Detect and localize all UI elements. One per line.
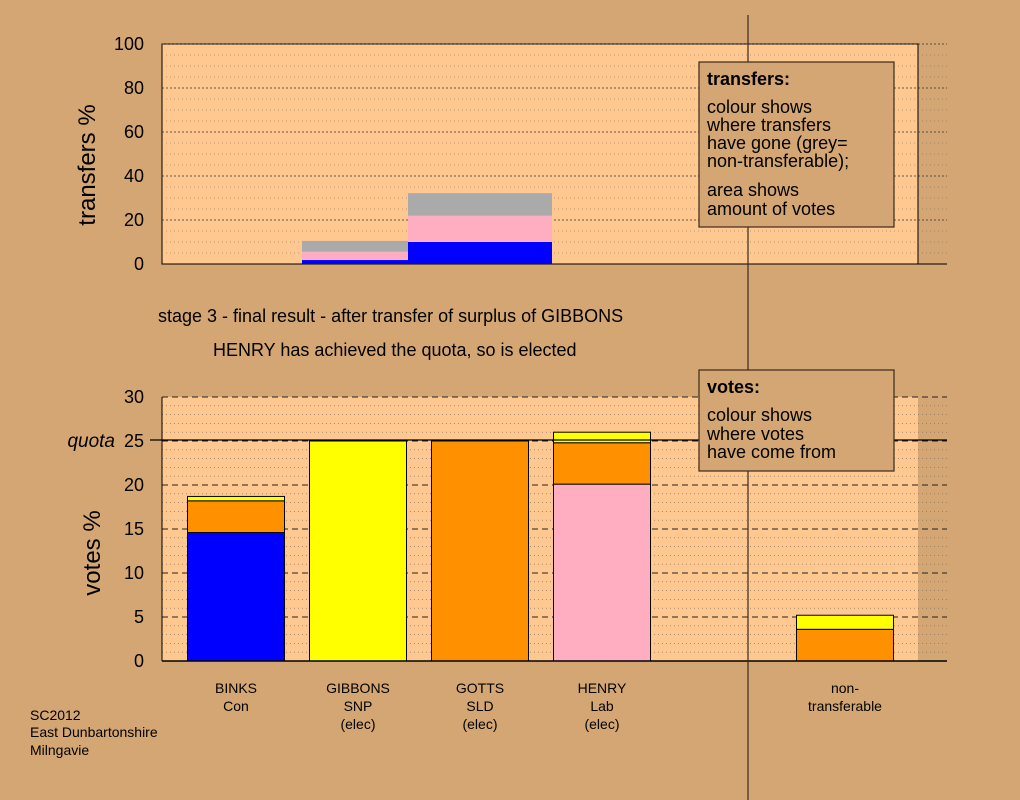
transfers-gridlines (162, 43, 947, 265)
vote-segment-SNP (187, 495, 285, 502)
vote-segment-SNP (796, 614, 894, 630)
transfer-segment-Lab (408, 215, 552, 242)
y-tick-label: 30 (124, 387, 144, 407)
votes-bars (187, 431, 894, 662)
quota-label: quota (67, 431, 115, 452)
y-tick-label: 60 (124, 122, 144, 142)
vote-segment-Con (187, 532, 285, 662)
transfers-legend-line: have gone (grey= (707, 133, 848, 153)
candidate-label: BINKS (215, 680, 257, 696)
candidate-label: (elec) (462, 716, 497, 732)
y-tick-label: 20 (124, 475, 144, 495)
transfers-legend-line: area shows (707, 180, 799, 200)
candidate-label: SNP (344, 698, 373, 714)
candidate-label: transferable (808, 698, 882, 714)
y-tick-label: 80 (124, 78, 144, 98)
vote-segment-SLD (187, 500, 285, 534)
transfer-segment-Con (408, 242, 552, 264)
footer-council: East Dunbartonshire (30, 724, 158, 740)
footer-year: SC2012 (30, 707, 81, 723)
candidate-label: non- (831, 680, 859, 696)
transfers-bars (302, 193, 552, 264)
y-tick-label: 15 (124, 519, 144, 539)
votes-legend-box (698, 369, 895, 472)
candidate-label: (elec) (584, 716, 619, 732)
candidate-label: Lab (590, 698, 614, 714)
transfer-segment-Con (302, 260, 408, 264)
transfers-legend-box (698, 61, 895, 228)
vote-segment-Lab (553, 483, 651, 662)
candidate-label: (elec) (340, 716, 375, 732)
candidate-label: HENRY (578, 680, 627, 696)
votes-legend: votes: colour shows where votes have com… (698, 369, 895, 472)
transfers-y-ticks: 0 20 40 60 80 100 (114, 34, 144, 274)
candidate-labels: BINKS Con GIBBONS SNP (elec) GOTTS SLD (elec) HE… (215, 680, 882, 732)
votes-legend-line: have come from (707, 442, 836, 462)
y-tick-label: 0 (134, 254, 144, 274)
stage-description: stage 3 - final result - after transfer … (158, 306, 623, 326)
vote-segment-SNP (553, 431, 651, 444)
vote-segment-SNP (309, 440, 407, 662)
y-tick-label: 5 (134, 607, 144, 627)
candidate-label: GOTTS (456, 680, 504, 696)
transfers-y-label: transfers % (74, 104, 101, 225)
y-tick-label: 0 (134, 651, 144, 671)
y-tick-label: 100 (114, 34, 144, 54)
y-tick-label: 25 (124, 431, 144, 451)
vote-segment-SLD (553, 442, 651, 485)
y-tick-label: 40 (124, 166, 144, 186)
transfers-legend-line: colour shows (707, 97, 812, 117)
y-tick-label: 20 (124, 210, 144, 230)
footer-ward: Milngavie (30, 742, 89, 758)
transfers-legend-line: amount of votes (707, 199, 835, 219)
y-tick-label: 10 (124, 563, 144, 583)
votes-legend-line: colour shows (707, 405, 812, 425)
transfers-legend-title: transfers: (707, 69, 790, 89)
transfer-segment-Lab (302, 251, 408, 261)
transfers-legend-line: non-transferable); (707, 151, 849, 171)
transfer-segment-nontransferable (408, 193, 552, 216)
votes-y-ticks: 0 5 10 15 20 25 30 (124, 387, 144, 671)
transfers-legend: transfers: colour shows where transfers … (698, 61, 895, 228)
vote-segment-SLD (431, 440, 529, 662)
votes-legend-title: votes: (707, 377, 760, 397)
candidate-label: GIBBONS (326, 680, 390, 696)
elected-message: HENRY has achieved the quota, so is elec… (213, 340, 577, 360)
candidate-label: SLD (466, 698, 493, 714)
transfers-legend-line: where transfers (706, 115, 831, 135)
candidate-label: Con (223, 698, 249, 714)
votes-y-label: votes % (79, 510, 106, 595)
vote-segment-SLD (796, 628, 894, 662)
votes-legend-line: where votes (706, 424, 804, 444)
transfer-segment-nontransferable (302, 240, 408, 252)
